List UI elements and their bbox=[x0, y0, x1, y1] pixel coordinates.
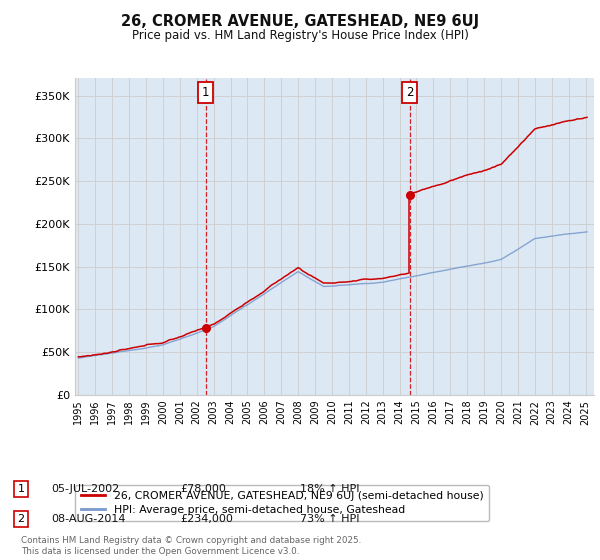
Text: 18% ↑ HPI: 18% ↑ HPI bbox=[300, 484, 359, 494]
Text: 2: 2 bbox=[17, 514, 25, 524]
Legend: 26, CROMER AVENUE, GATESHEAD, NE9 6UJ (semi-detached house), HPI: Average price,: 26, CROMER AVENUE, GATESHEAD, NE9 6UJ (s… bbox=[75, 485, 490, 521]
Text: 2: 2 bbox=[406, 86, 413, 99]
Text: 1: 1 bbox=[202, 86, 209, 99]
Text: 26, CROMER AVENUE, GATESHEAD, NE9 6UJ: 26, CROMER AVENUE, GATESHEAD, NE9 6UJ bbox=[121, 14, 479, 29]
Text: £78,000: £78,000 bbox=[180, 484, 226, 494]
Text: 08-AUG-2014: 08-AUG-2014 bbox=[51, 514, 125, 524]
Text: 05-JUL-2002: 05-JUL-2002 bbox=[51, 484, 119, 494]
Text: Contains HM Land Registry data © Crown copyright and database right 2025.
This d: Contains HM Land Registry data © Crown c… bbox=[21, 536, 361, 556]
Text: £234,000: £234,000 bbox=[180, 514, 233, 524]
Bar bbox=[206, 78, 410, 395]
Text: 1: 1 bbox=[17, 484, 25, 494]
Text: 73% ↑ HPI: 73% ↑ HPI bbox=[300, 514, 359, 524]
Text: Price paid vs. HM Land Registry's House Price Index (HPI): Price paid vs. HM Land Registry's House … bbox=[131, 29, 469, 42]
